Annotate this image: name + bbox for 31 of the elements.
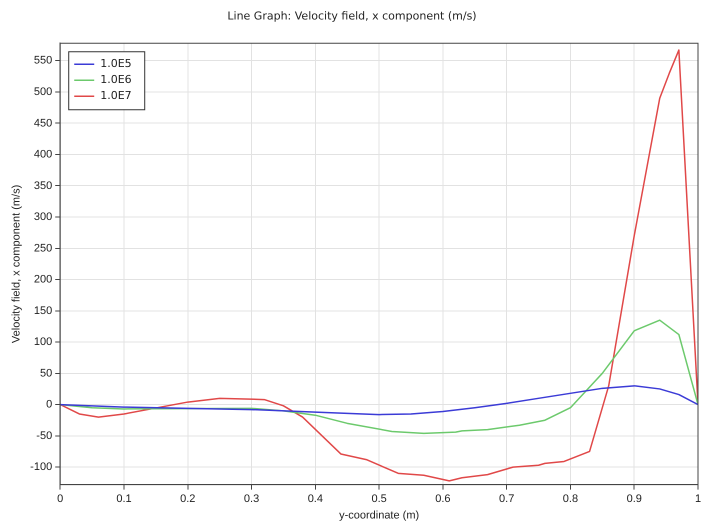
x-tick-label: 0.9	[626, 493, 642, 506]
x-tick-label: 0.4	[308, 493, 323, 506]
x-tick-label: 0.3	[244, 493, 260, 506]
y-tick-label: 250	[34, 242, 52, 254]
y-tick-label: 200	[34, 274, 52, 286]
legend-label: 1.0E6	[100, 73, 132, 86]
y-tick-label: 450	[34, 117, 52, 130]
y-axis-title: Velocity field, x component (m/s)	[10, 184, 23, 344]
y-tick-label: 550	[34, 54, 52, 67]
x-tick-label: 0.1	[116, 493, 132, 506]
legend-label: 1.0E7	[100, 89, 132, 102]
x-axis-title: y-coordinate (m)	[339, 509, 420, 522]
y-tick-label: -50	[36, 430, 52, 442]
y-tick-label: 400	[34, 148, 52, 161]
y-tick-label: 50	[40, 367, 52, 380]
y-tick-label: 0	[46, 398, 52, 411]
x-tick-label: 0.2	[180, 493, 196, 506]
x-tick-label: 0.5	[371, 493, 387, 506]
x-tick-label: 0.6	[435, 493, 451, 506]
y-tick-label: 500	[34, 86, 52, 98]
x-tick-label: 0	[57, 493, 64, 506]
x-tick-label: 1	[694, 493, 702, 506]
y-tick-label: -100	[30, 461, 52, 474]
chart-title: Line Graph: Velocity field, x component (m/s)	[227, 9, 477, 22]
y-tick-label: 300	[34, 211, 52, 224]
legend-label: 1.0E5	[100, 57, 132, 70]
x-tick-label: 0.8	[562, 493, 578, 506]
y-tick-label: 100	[34, 336, 52, 348]
x-tick-label: 0.7	[499, 493, 514, 506]
y-tick-label: 150	[34, 304, 52, 317]
y-tick-label: 350	[34, 180, 52, 192]
